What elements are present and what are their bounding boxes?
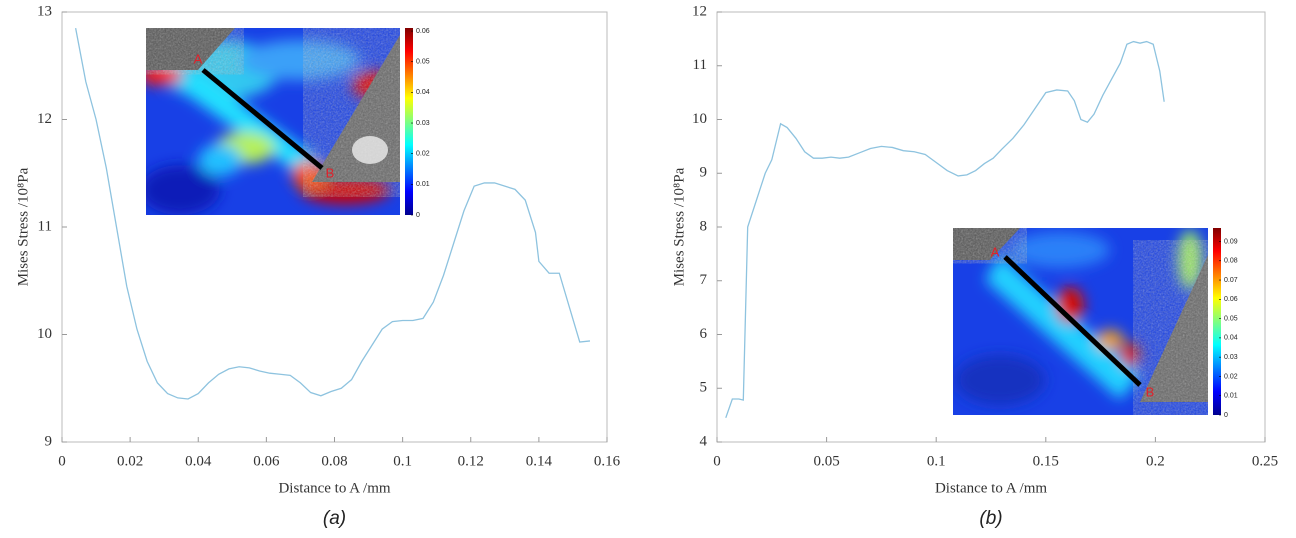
- y-tick-label: 12: [37, 111, 52, 127]
- colorbar-tick-label: 0.06: [1224, 296, 1238, 303]
- colorbar-tick-label: 0.09: [1224, 238, 1238, 245]
- colorbar-tick-label: 0: [416, 212, 420, 219]
- point-label: B: [326, 165, 335, 180]
- colorbar-tick-label: 0.01: [416, 181, 430, 188]
- y-tick-label: 10: [37, 326, 52, 342]
- y-tick-label: 8: [700, 218, 708, 234]
- y-tick-label: 12: [692, 3, 707, 19]
- x-tick-label: 0: [58, 453, 66, 469]
- x-tick-label: 0.08: [321, 453, 347, 469]
- colorbar: [1213, 228, 1221, 415]
- y-tick-label: 6: [700, 326, 708, 342]
- y-tick-label: 11: [38, 218, 52, 234]
- x-tick-label: 0.16: [594, 453, 621, 469]
- y-tick-label: 7: [700, 272, 708, 288]
- point-label: B: [1146, 384, 1155, 399]
- x-tick-label: 0.04: [185, 453, 212, 469]
- y-tick-label: 10: [692, 111, 707, 127]
- x-tick-label: 0: [713, 453, 721, 469]
- colorbar: [405, 28, 413, 215]
- colorbar-tick-label: 0.05: [416, 59, 430, 66]
- x-tick-label: 0.06: [253, 453, 280, 469]
- colorbar-tick-label: 0: [1224, 412, 1228, 419]
- colorbar-tick-label: 0.03: [1224, 354, 1238, 361]
- colorbar-tick-label: 0.08: [1224, 258, 1238, 265]
- y-tick-label: 11: [693, 57, 707, 73]
- x-tick-label: 0.02: [117, 453, 143, 469]
- point-label: A: [991, 244, 1000, 259]
- caption: (a): [323, 508, 346, 529]
- colorbar-tick-label: 0.02: [1224, 373, 1238, 380]
- point-label: A: [194, 51, 203, 66]
- colorbar-tick-label: 0.02: [416, 151, 430, 158]
- x-tick-label: 0.1: [927, 453, 946, 469]
- colorbar-tick-label: 0.04: [1224, 335, 1238, 342]
- x-tick-label: 0.15: [1033, 453, 1059, 469]
- x-axis-label: Distance to A /mm: [935, 480, 1047, 496]
- caption: (b): [979, 508, 1002, 529]
- x-axis-label: Distance to A /mm: [278, 480, 390, 496]
- data-line: [74, 28, 591, 400]
- y-tick-label: 4: [700, 433, 708, 449]
- x-tick-label: 0.1: [393, 453, 412, 469]
- colorbar-tick-label: 0.03: [416, 120, 430, 127]
- inset-heatmap: [146, 28, 400, 215]
- data-line: [725, 40, 1165, 419]
- x-tick-label: 0.05: [813, 453, 839, 469]
- x-tick-label: 0.2: [1146, 453, 1165, 469]
- y-tick-label: 13: [37, 3, 52, 19]
- x-tick-label: 0.12: [458, 453, 484, 469]
- colorbar-tick-label: 0.01: [1224, 393, 1238, 400]
- x-tick-label: 0.25: [1252, 453, 1278, 469]
- inset-heatmap: [953, 228, 1208, 415]
- y-tick-label: 9: [700, 165, 708, 181]
- colorbar-tick-label: 0.04: [416, 89, 430, 96]
- y-axis-label: Mises Stress /10⁸Pa: [15, 167, 31, 286]
- colorbar-tick-label: 0.07: [1224, 277, 1238, 284]
- y-tick-label: 9: [45, 433, 53, 449]
- colorbar-tick-label: 0.06: [416, 28, 430, 35]
- colorbar-tick-label: 0.05: [1224, 315, 1238, 322]
- y-tick-label: 5: [700, 380, 708, 396]
- x-tick-label: 0.14: [526, 453, 553, 469]
- y-axis-label: Mises Stress /10⁸Pa: [671, 167, 687, 286]
